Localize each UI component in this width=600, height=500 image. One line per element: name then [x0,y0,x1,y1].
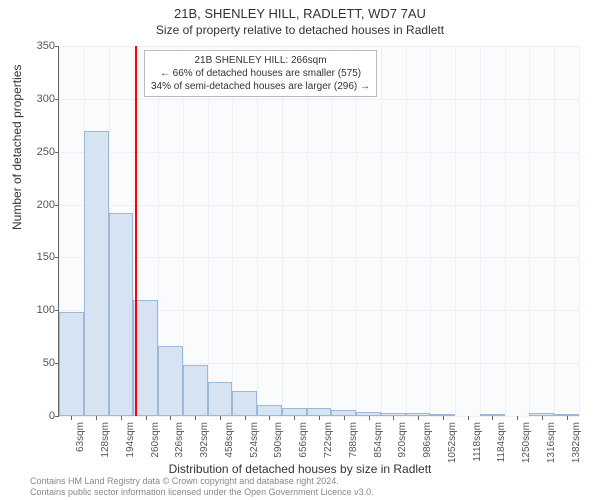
gridline-v [406,46,407,416]
histogram-bar [59,312,84,416]
gridline-v [381,46,382,416]
gridline-v [282,46,283,416]
x-tick-label: 1184sqm [496,422,507,462]
gridline-h [59,99,579,100]
gridline-v [480,46,481,416]
x-tick-label: 458sqm [224,422,235,458]
x-tick-mark [492,416,493,420]
y-tick-label: 100 [37,304,55,316]
x-tick-label: 1250sqm [521,422,532,463]
gridline-v [331,46,332,416]
y-tick-label: 300 [37,93,55,105]
x-tick-mark [344,416,345,420]
x-tick-label: 722sqm [323,422,334,458]
gridline-v [208,46,209,416]
x-tick-mark [369,416,370,420]
x-tick-mark [269,416,270,420]
x-tick-label: 1382sqm [571,422,582,463]
x-tick-label: 194sqm [125,422,136,458]
gridline-h [59,152,579,153]
x-tick-label: 656sqm [298,422,309,458]
x-tick-mark [443,416,444,420]
annotation-line1: 21B SHENLEY HILL: 266sqm [151,54,370,67]
footer-line1: Contains HM Land Registry data © Crown c… [30,476,374,487]
x-tick-label: 590sqm [273,422,284,458]
y-tick-label: 150 [37,251,55,263]
x-tick-mark [542,416,543,420]
x-tick-label: 524sqm [249,422,260,458]
x-tick-mark [96,416,97,420]
gridline-v [579,46,580,416]
x-tick-mark [294,416,295,420]
gridline-h [59,46,579,47]
y-tick-label: 0 [49,410,55,422]
gridline-v [307,46,308,416]
x-tick-mark [220,416,221,420]
x-tick-label: 326sqm [174,422,185,458]
histogram-bar [282,408,307,416]
x-tick-label: 63sqm [75,422,86,452]
y-tick-label: 250 [37,146,55,158]
x-tick-mark [71,416,72,420]
y-tick-label: 200 [37,199,55,211]
histogram-bar [307,408,332,416]
histogram-bar [232,391,257,416]
annotation-line2: ← 66% of detached houses are smaller (57… [151,67,370,80]
plot-area: 21B SHENLEY HILL: 266sqm ← 66% of detach… [58,46,579,417]
chart-subtitle: Size of property relative to detached ho… [0,21,600,37]
footer-line2: Contains public sector information licen… [30,487,374,498]
x-tick-label: 1052sqm [447,422,458,463]
annotation-box: 21B SHENLEY HILL: 266sqm ← 66% of detach… [144,50,377,97]
x-tick-mark [567,416,568,420]
x-tick-label: 788sqm [348,422,359,458]
footer-text: Contains HM Land Registry data © Crown c… [30,476,374,498]
x-tick-label: 920sqm [397,422,408,458]
y-axis-label: Number of detached properties [10,65,24,230]
histogram-bar [84,131,109,416]
x-tick-label: 392sqm [199,422,210,458]
gridline-v [257,46,258,416]
x-axis-label: Distribution of detached houses by size … [0,462,600,476]
chart-container: 21B, SHENLEY HILL, RADLETT, WD7 7AU Size… [0,0,600,500]
y-tick-mark [55,416,59,417]
x-tick-mark [170,416,171,420]
x-tick-mark [195,416,196,420]
reference-line [135,46,137,416]
gridline-v [505,46,506,416]
gridline-v [554,46,555,416]
x-tick-mark [393,416,394,420]
histogram-bar [183,365,208,416]
histogram-bar [208,382,233,416]
gridline-h [59,205,579,206]
gridline-v [529,46,530,416]
gridline-v [356,46,357,416]
histogram-bar [133,300,158,416]
gridline-v [232,46,233,416]
gridline-v [455,46,456,416]
histogram-bar [158,346,183,416]
x-tick-mark [146,416,147,420]
x-tick-mark [468,416,469,420]
x-tick-label: 1316sqm [546,422,557,463]
x-tick-mark [121,416,122,420]
histogram-bar [109,213,134,416]
x-tick-label: 128sqm [100,422,111,458]
x-tick-mark [517,416,518,420]
x-tick-label: 260sqm [150,422,161,458]
y-tick-label: 50 [43,357,55,369]
x-tick-label: 986sqm [422,422,433,458]
gridline-h [59,257,579,258]
x-tick-label: 1118sqm [472,422,483,462]
gridline-v [430,46,431,416]
gridline-v [183,46,184,416]
x-tick-mark [418,416,419,420]
histogram-bar [257,405,282,416]
x-tick-mark [245,416,246,420]
x-tick-label: 854sqm [373,422,384,458]
annotation-line3: 34% of semi-detached houses are larger (… [151,80,370,93]
chart-title: 21B, SHENLEY HILL, RADLETT, WD7 7AU [0,0,600,21]
y-tick-label: 350 [37,40,55,52]
x-tick-mark [319,416,320,420]
